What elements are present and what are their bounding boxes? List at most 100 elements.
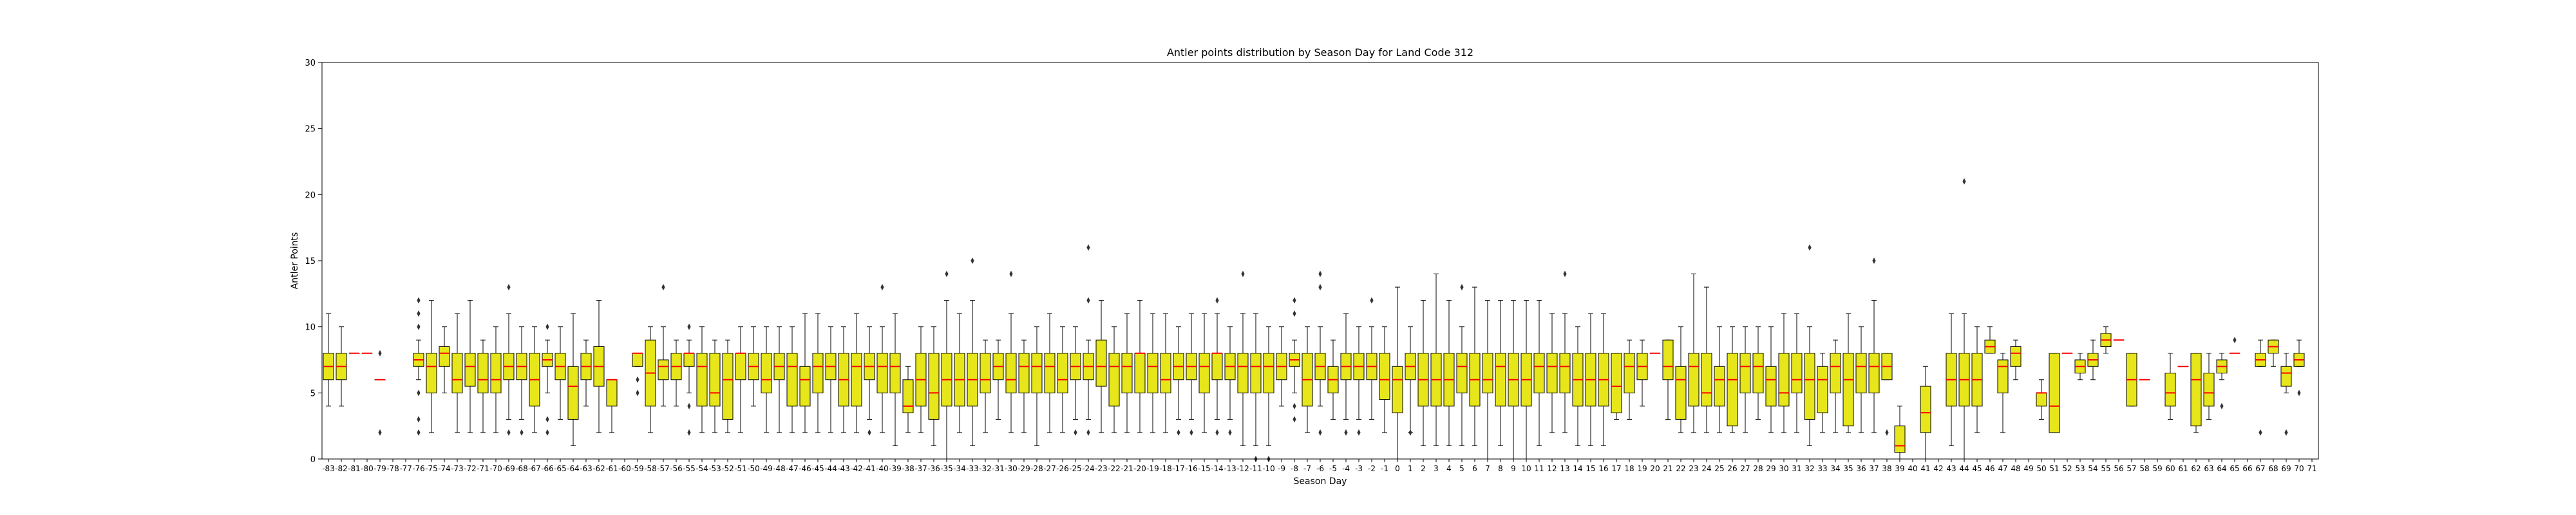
box--64 (567, 313, 579, 446)
iqr-box (477, 353, 489, 393)
iqr-box (2190, 353, 2202, 427)
box-24 (1701, 286, 1712, 433)
x-tick-label: 25 (1714, 464, 1724, 473)
iqr-box (1160, 353, 1171, 393)
box--19 (1147, 313, 1159, 433)
x-tick-label: 65 (2230, 464, 2239, 473)
x-tick-label: -73 (451, 464, 464, 473)
x-tick-label: -69 (502, 464, 515, 473)
x-tick-label: 20 (1650, 464, 1660, 473)
outlier-point (1177, 429, 1180, 436)
box-48 (2010, 339, 2022, 380)
box--15 (1198, 313, 1210, 433)
x-tick-label: -19 (1146, 464, 1159, 473)
iqr-box (1739, 353, 1751, 393)
x-tick-label: -60 (618, 464, 631, 473)
iqr-box (567, 366, 579, 420)
box--43 (838, 326, 849, 433)
box--71 (477, 339, 489, 433)
outlier-point (867, 429, 871, 436)
box-35 (1842, 313, 1854, 433)
box-25 (1714, 326, 1725, 433)
box-8 (1495, 300, 1506, 446)
outlier-point (1460, 284, 1464, 291)
chart-title: Antler points distribution by Season Day… (1167, 46, 1473, 59)
x-tick-label: 71 (2307, 464, 2316, 473)
iqr-box (799, 366, 811, 407)
outlier-point (1318, 429, 1322, 436)
x-tick-label: 39 (1895, 464, 1904, 473)
box--61 (606, 379, 618, 433)
outlier-point (2284, 429, 2288, 436)
x-tick-label: -64 (567, 464, 580, 473)
box-13 (1559, 270, 1571, 433)
box-69 (2280, 353, 2292, 436)
outlier-point (2233, 337, 2237, 344)
box-18 (1624, 339, 1635, 420)
x-tick-label: 38 (1882, 464, 1891, 473)
y-tick-label: 15 (305, 257, 316, 267)
outlier-point (507, 284, 511, 291)
x-tick-label: -10 (1262, 464, 1275, 473)
x-tick-label: -58 (644, 464, 657, 473)
x-tick-label: 11 (1534, 464, 1544, 473)
outlier-point (1086, 297, 1090, 304)
x-tick-label: 70 (2294, 464, 2304, 473)
x-tick-label: 30 (1779, 464, 1788, 473)
x-tick-label: -51 (734, 464, 747, 473)
x-tick-label: -27 (1043, 464, 1056, 473)
box--62 (593, 300, 605, 433)
box-23 (1688, 274, 1700, 433)
box-51 (2049, 353, 2060, 433)
x-tick-label: -14 (1211, 464, 1224, 473)
iqr-box (889, 353, 901, 393)
box--33 (967, 258, 978, 446)
box-1 (1405, 326, 1416, 436)
outlier-point (378, 429, 382, 436)
box--1 (1379, 326, 1390, 433)
x-tick-label: 14 (1573, 464, 1582, 473)
x-tick-label: -30 (1005, 464, 1018, 473)
iqr-box (851, 353, 862, 407)
box--14 (1211, 297, 1223, 436)
iqr-box (439, 346, 450, 367)
box-47 (1997, 353, 2009, 433)
box-19 (1636, 339, 1648, 407)
box-62 (2190, 353, 2202, 433)
outlier-point (1293, 310, 1296, 317)
x-tick-label: 66 (2242, 464, 2252, 473)
iqr-box (1456, 353, 1468, 393)
box--38 (902, 366, 914, 433)
box-15 (1585, 313, 1596, 446)
x-tick-label: -43 (837, 464, 850, 473)
x-tick-label: -37 (914, 464, 927, 473)
box-12 (1546, 313, 1558, 433)
x-tick-label: 8 (1498, 464, 1503, 473)
iqr-box (709, 353, 721, 407)
box-43 (1946, 313, 1957, 446)
box-33 (1817, 353, 1828, 433)
x-tick-label: 22 (1676, 464, 1685, 473)
box--27 (1044, 313, 1056, 433)
y-tick-label: 5 (310, 389, 316, 398)
box-22 (1675, 326, 1687, 433)
x-tick-label: 24 (1701, 464, 1711, 473)
box-5 (1456, 284, 1468, 446)
box--65 (554, 326, 566, 420)
x-tick-label: 31 (1792, 464, 1801, 473)
iqr-box (632, 353, 643, 367)
iqr-box (1765, 366, 1777, 407)
box--17 (1173, 326, 1184, 436)
box-16 (1598, 313, 1609, 446)
outlier-point (1357, 429, 1361, 436)
iqr-box (1095, 339, 1107, 387)
box-27 (1739, 326, 1751, 433)
box--24 (1083, 244, 1094, 436)
box-2 (1417, 300, 1429, 446)
box--16 (1186, 313, 1197, 436)
iqr-box (812, 353, 824, 393)
box--37 (915, 326, 927, 433)
x-tick-label: 2 (1421, 464, 1426, 473)
iqr-box (1198, 353, 1210, 393)
box-57 (2126, 353, 2137, 407)
